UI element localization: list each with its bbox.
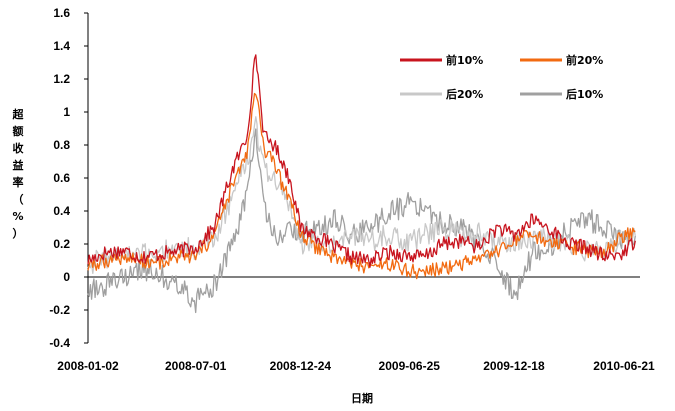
y-tick-label: -0.4 xyxy=(49,336,70,350)
legend-label: 前20% xyxy=(566,53,603,67)
y-axis-title-char: 额 xyxy=(13,124,24,138)
x-tick-label: 2008-12-24 xyxy=(270,359,332,373)
y-tick-label: 0.6 xyxy=(53,171,70,185)
y-tick-label: 1 xyxy=(63,105,70,119)
series-line-2 xyxy=(87,92,636,280)
x-tick-label: 2010-06-21 xyxy=(593,359,655,373)
legend-label: 后10% xyxy=(566,87,603,101)
y-tick-label: 0.8 xyxy=(53,138,70,152)
chart-legend: 前10% 前20% 后20% 后10% xyxy=(400,53,603,101)
y-tick-label: 0 xyxy=(63,270,70,284)
y-axis-title-char: 超 xyxy=(12,107,25,121)
y-tick-label: 0.2 xyxy=(53,237,70,251)
y-tick-label: 1.6 xyxy=(53,6,70,20)
y-axis-title-char: 率 xyxy=(13,175,24,189)
x-tick-label: 2009-12-18 xyxy=(483,359,545,373)
series-line-1 xyxy=(87,54,636,268)
series-line-4 xyxy=(87,128,636,314)
y-axis-title-char: % xyxy=(12,210,23,223)
y-axis-title-char: 益 xyxy=(13,158,24,172)
x-tick-label: 2008-07-01 xyxy=(165,359,227,373)
y-tick-label: 1.4 xyxy=(53,39,70,53)
y-tick-label: 0.4 xyxy=(53,204,70,218)
chart-axes: -0.4 -0.2 0 0.2 0.4 0.6 0.8 1 1.2 1.4 1.6 2008-01-0… xyxy=(49,6,655,373)
y-axis-title-char: （ xyxy=(13,193,24,206)
chart-series-lines xyxy=(87,54,636,314)
y-tick-label: 1.2 xyxy=(53,72,70,86)
legend-label: 后20% xyxy=(446,87,483,101)
x-axis-title: 日期 xyxy=(351,391,373,405)
x-tick-label: 2008-01-02 xyxy=(57,359,119,373)
y-axis-title-char: 收 xyxy=(13,141,24,155)
series-line-3 xyxy=(87,116,636,275)
y-axis-title-char: ） xyxy=(13,227,24,240)
y-tick-label: -0.2 xyxy=(49,303,70,317)
legend-label: 前10% xyxy=(446,53,483,67)
x-tick-label: 2009-06-25 xyxy=(379,359,441,373)
